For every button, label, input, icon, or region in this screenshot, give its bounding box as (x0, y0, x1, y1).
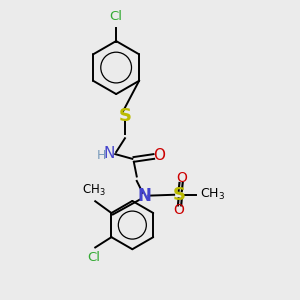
Text: N: N (103, 146, 115, 161)
Text: S: S (118, 107, 131, 125)
Text: CH$_3$: CH$_3$ (200, 187, 225, 202)
Text: Cl: Cl (110, 11, 123, 23)
Text: H: H (97, 149, 106, 162)
Text: CH$_3$: CH$_3$ (82, 183, 106, 198)
Text: O: O (176, 171, 187, 185)
Text: O: O (153, 148, 165, 163)
Text: S: S (173, 186, 186, 204)
Text: N: N (137, 187, 151, 205)
Text: O: O (174, 203, 184, 218)
Text: Cl: Cl (87, 251, 100, 264)
